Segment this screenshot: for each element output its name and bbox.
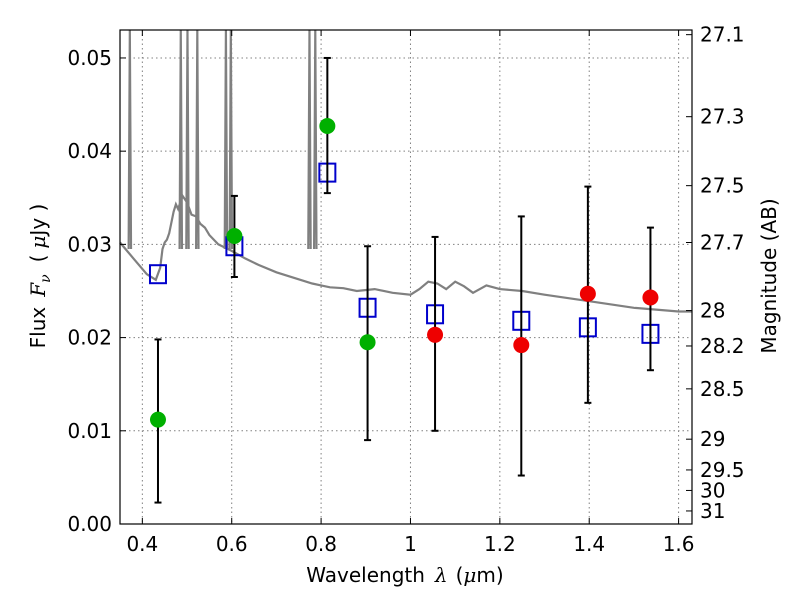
plot-frame	[119, 29, 693, 525]
observed-point	[226, 227, 243, 244]
photometry-points	[148, 56, 660, 504]
right-tick-label: 28.5	[700, 377, 745, 401]
grid-lines	[120, 30, 692, 524]
x-tick-label: 0.4	[126, 532, 158, 556]
right-tick-label: 29.5	[700, 458, 745, 482]
y-tick-label: 0.00	[67, 512, 112, 536]
emission-line	[185, 29, 190, 250]
right-axis-label: Magnitude (AB)	[757, 198, 781, 353]
emission-line	[312, 29, 318, 250]
y-tick-label: 0.02	[67, 326, 112, 350]
axis-ticks: 0.4 0.6 0.8 1 1.2 1.4 1.6 0.00 0.01 0.02 0.03 0.04 0…	[67, 23, 744, 556]
observed-point	[513, 337, 530, 354]
right-tick-label: 27.5	[700, 174, 745, 198]
right-tick-label: 28.2	[700, 334, 745, 358]
y-tick-label: 0.05	[67, 46, 112, 70]
x-tick-label: 1	[404, 532, 417, 556]
right-tick-label: 30	[700, 478, 725, 502]
emission-line	[228, 29, 234, 250]
y-axis-label: FluxFν(μJy )	[26, 204, 54, 349]
observed-point	[579, 285, 596, 302]
observed-point	[427, 326, 444, 343]
emission-line	[223, 29, 229, 250]
right-tick-label: 31	[700, 499, 725, 523]
right-tick-label: 27.7	[700, 231, 745, 255]
observed-point	[642, 289, 659, 306]
right-tick-label: 29	[700, 427, 725, 451]
x-tick-label: 1.6	[663, 532, 695, 556]
emission-line	[127, 29, 133, 250]
emission-line	[195, 29, 200, 250]
x-axis-label: Wavelength λ (μm)	[306, 563, 503, 587]
y-tick-label: 0.01	[67, 419, 112, 443]
model-spectrum	[119, 29, 692, 313]
x-tick-label: 0.8	[305, 532, 337, 556]
emission-line	[307, 29, 312, 250]
model-square-marker	[148, 264, 167, 285]
y-tick-label: 0.03	[67, 232, 112, 256]
observed-point	[319, 118, 336, 135]
x-tick-label: 0.6	[216, 532, 248, 556]
right-tick-label: 28	[700, 299, 725, 323]
spectrum-line	[119, 193, 692, 313]
observed-point	[149, 411, 166, 428]
right-tick-label: 27.1	[700, 23, 745, 47]
right-tick-label: 27.3	[700, 105, 745, 129]
y-tick-label: 0.04	[67, 139, 112, 163]
observed-point	[359, 334, 376, 351]
x-tick-label: 1.4	[573, 532, 605, 556]
emission-line	[178, 29, 184, 250]
x-tick-label: 1.2	[484, 532, 516, 556]
